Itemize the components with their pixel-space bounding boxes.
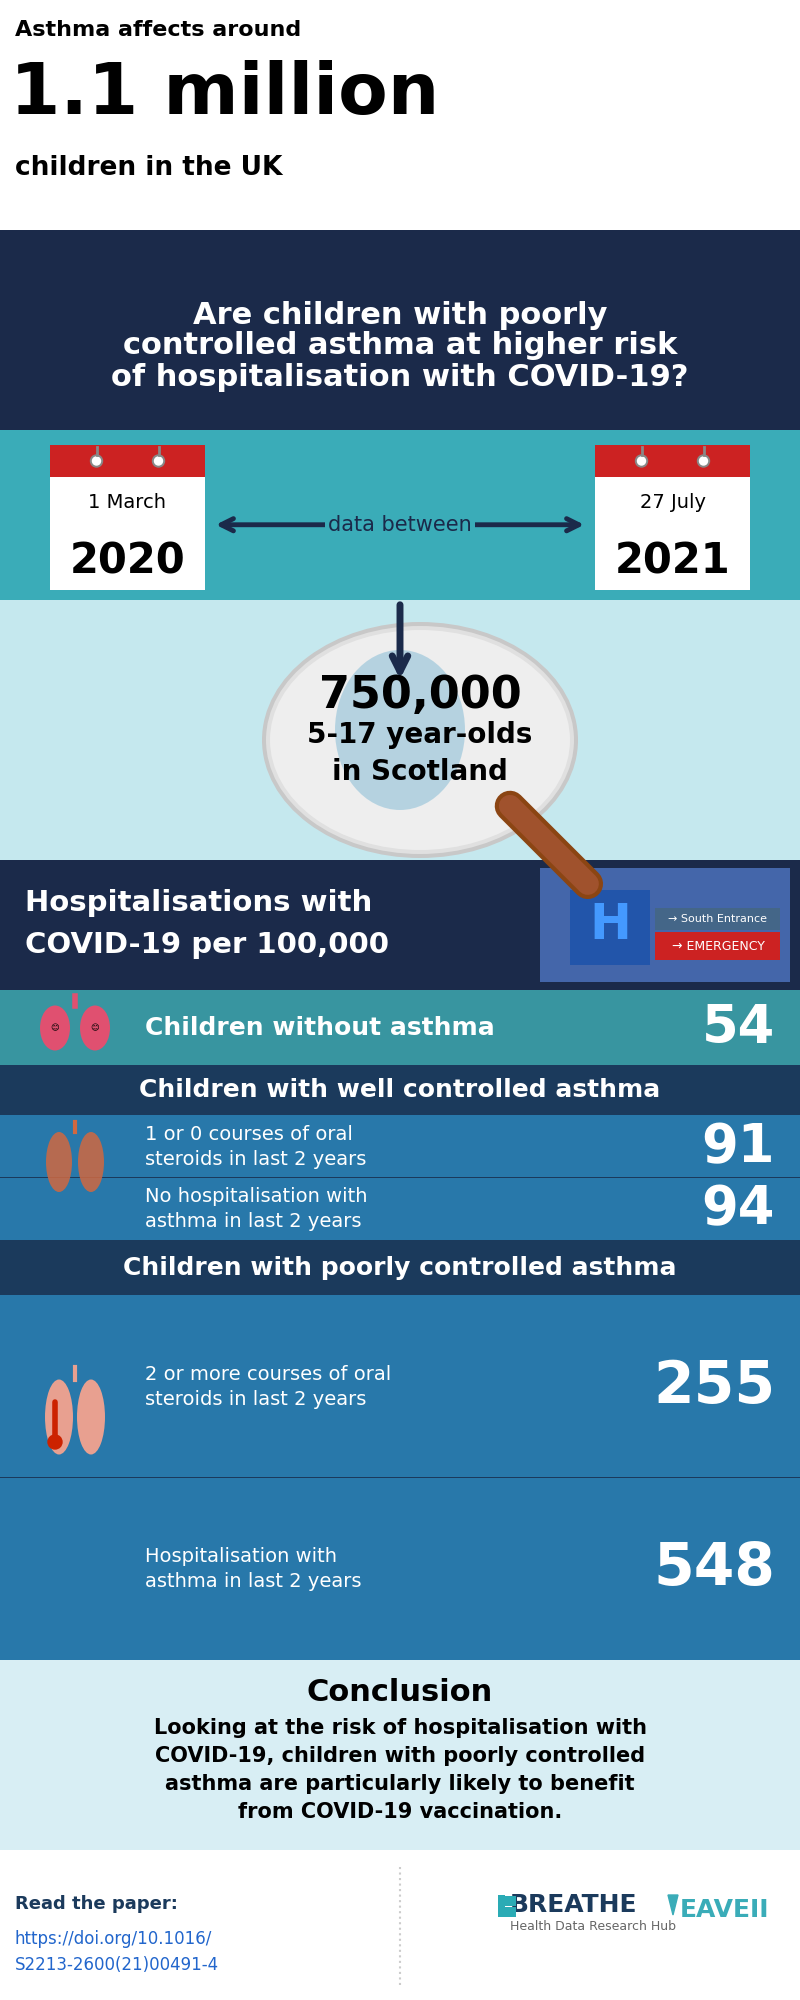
Bar bbox=[540, 868, 790, 982]
Text: 1 March: 1 March bbox=[89, 492, 166, 512]
Bar bbox=[498, 1896, 505, 1916]
Text: Looking at the risk of hospitalisation with
COVID-19, children with poorly contr: Looking at the risk of hospitalisation w… bbox=[154, 1718, 646, 1822]
Text: 91: 91 bbox=[702, 1120, 775, 1172]
Text: 54: 54 bbox=[702, 1002, 775, 1054]
Text: of hospitalisation with COVID-19?: of hospitalisation with COVID-19? bbox=[111, 364, 689, 392]
Ellipse shape bbox=[46, 1132, 72, 1192]
Text: 😊: 😊 bbox=[90, 1024, 99, 1032]
Text: Children with poorly controlled asthma: Children with poorly controlled asthma bbox=[123, 1256, 677, 1280]
Text: Children without asthma: Children without asthma bbox=[145, 1016, 494, 1040]
Bar bbox=[50, 446, 205, 476]
Text: COVID-19 per 100,000: COVID-19 per 100,000 bbox=[25, 932, 389, 960]
Bar bbox=[0, 0, 800, 230]
Circle shape bbox=[153, 456, 165, 466]
Bar bbox=[570, 890, 650, 966]
Text: Children with well controlled asthma: Children with well controlled asthma bbox=[139, 1078, 661, 1102]
Bar bbox=[595, 446, 750, 476]
Text: 1.1 million: 1.1 million bbox=[10, 60, 439, 128]
Text: 5-17 year-olds: 5-17 year-olds bbox=[307, 720, 533, 748]
Bar bbox=[0, 1116, 800, 1240]
Text: Asthma affects around: Asthma affects around bbox=[15, 20, 302, 40]
Bar bbox=[595, 446, 750, 590]
Text: 2020: 2020 bbox=[70, 540, 186, 582]
Bar bbox=[0, 860, 800, 990]
Bar bbox=[498, 1896, 516, 1906]
Bar bbox=[0, 990, 800, 1064]
Bar bbox=[50, 446, 205, 590]
Ellipse shape bbox=[270, 630, 570, 850]
Circle shape bbox=[635, 456, 647, 466]
Circle shape bbox=[48, 1436, 62, 1448]
Polygon shape bbox=[668, 1896, 678, 1916]
Text: 27 July: 27 July bbox=[639, 492, 706, 512]
Text: H: H bbox=[589, 900, 631, 950]
Ellipse shape bbox=[266, 626, 574, 854]
Circle shape bbox=[154, 458, 162, 464]
Text: 94: 94 bbox=[702, 1182, 775, 1234]
Ellipse shape bbox=[262, 622, 578, 858]
Text: 2 or more courses of oral
steroids in last 2 years: 2 or more courses of oral steroids in la… bbox=[145, 1364, 391, 1408]
Circle shape bbox=[638, 458, 646, 464]
Ellipse shape bbox=[40, 1006, 70, 1050]
Circle shape bbox=[93, 458, 101, 464]
Text: in Scotland: in Scotland bbox=[332, 758, 508, 786]
Text: EAVEII: EAVEII bbox=[680, 1898, 770, 1922]
Ellipse shape bbox=[335, 650, 465, 810]
Text: 548: 548 bbox=[653, 1540, 775, 1598]
Bar bbox=[655, 908, 780, 930]
Text: No hospitalisation with
asthma in last 2 years: No hospitalisation with asthma in last 2… bbox=[145, 1186, 367, 1230]
Bar bbox=[0, 1296, 800, 1660]
Bar bbox=[655, 932, 780, 960]
Circle shape bbox=[698, 456, 710, 466]
Text: 750,000: 750,000 bbox=[318, 674, 522, 716]
Ellipse shape bbox=[45, 1380, 73, 1454]
Bar bbox=[498, 1908, 516, 1916]
Bar bbox=[0, 230, 800, 430]
Text: → South Entrance: → South Entrance bbox=[669, 914, 767, 924]
Bar bbox=[0, 600, 800, 860]
Bar bbox=[0, 1660, 800, 1850]
Text: data between: data between bbox=[328, 514, 472, 534]
Bar bbox=[0, 1240, 800, 1296]
Bar bbox=[0, 430, 800, 600]
Ellipse shape bbox=[78, 1132, 104, 1192]
Text: Conclusion: Conclusion bbox=[307, 1678, 493, 1708]
Ellipse shape bbox=[77, 1380, 105, 1454]
Text: Are children with poorly: Are children with poorly bbox=[193, 300, 607, 330]
Bar bbox=[0, 1850, 800, 2000]
Text: 255: 255 bbox=[653, 1358, 775, 1416]
Text: controlled asthma at higher risk: controlled asthma at higher risk bbox=[123, 330, 677, 360]
Text: 2021: 2021 bbox=[614, 540, 730, 582]
Text: Hospitalisations with: Hospitalisations with bbox=[25, 888, 372, 916]
Bar bbox=[0, 1064, 800, 1116]
Ellipse shape bbox=[80, 1006, 110, 1050]
Text: children in the UK: children in the UK bbox=[15, 156, 282, 182]
Text: Health Data Research Hub: Health Data Research Hub bbox=[510, 1920, 676, 1934]
Text: Hospitalisation with
asthma in last 2 years: Hospitalisation with asthma in last 2 ye… bbox=[145, 1548, 362, 1592]
Text: → EMERGENCY: → EMERGENCY bbox=[671, 940, 765, 952]
Text: 😊: 😊 bbox=[50, 1024, 59, 1032]
Text: https://doi.org/10.1016/
S2213-2600(21)00491-4: https://doi.org/10.1016/ S2213-2600(21)0… bbox=[15, 1930, 219, 1974]
Text: Read the paper:: Read the paper: bbox=[15, 1896, 178, 1912]
Text: 1 or 0 courses of oral
steroids in last 2 years: 1 or 0 courses of oral steroids in last … bbox=[145, 1124, 366, 1168]
Circle shape bbox=[699, 458, 707, 464]
Circle shape bbox=[90, 456, 102, 466]
Text: BREATHE: BREATHE bbox=[510, 1892, 638, 1916]
